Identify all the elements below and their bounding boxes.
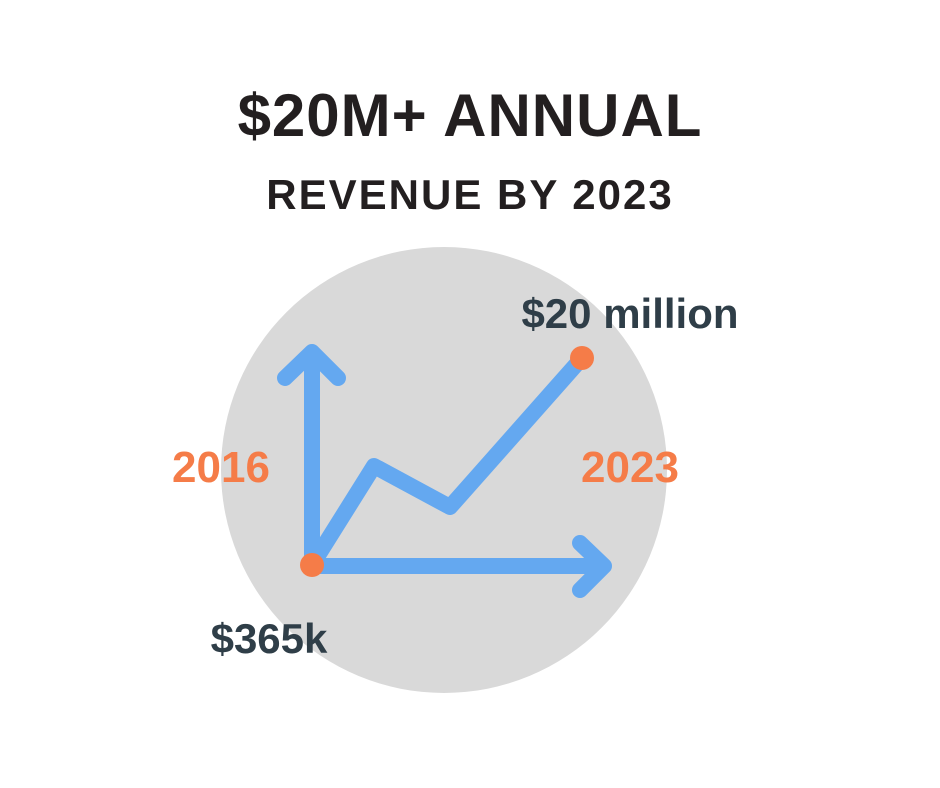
page-subtitle: REVENUE BY 2023 [266,171,674,218]
page-title: $20M+ ANNUAL [237,82,703,149]
x-axis-arrowhead [572,535,612,598]
start-year-label: 2016 [172,443,270,492]
start-point-marker [300,553,324,577]
end-point-marker [570,346,594,370]
start-value-label: $365k [211,615,328,662]
end-year-label: 2023 [581,443,679,492]
revenue-trend-line [304,350,590,573]
y-axis-arrowhead [277,344,346,386]
end-value-label: $20 million [521,290,738,337]
background-circle [221,247,667,693]
axes [277,344,612,598]
